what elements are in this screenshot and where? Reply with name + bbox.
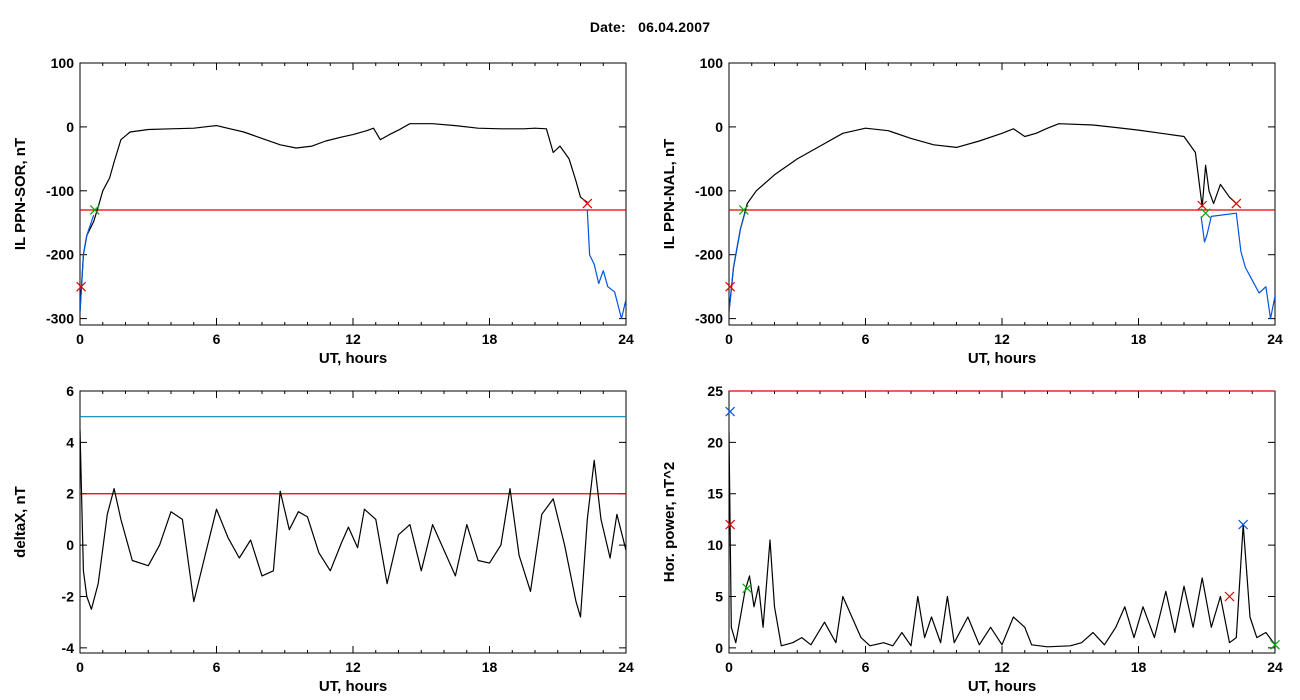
x-tick-label: 18	[1131, 331, 1147, 347]
y-tick-label: -200	[46, 247, 74, 263]
x-tick-label: 24	[618, 659, 634, 675]
x-axis-label: UT, hours	[319, 678, 387, 695]
marker-x	[89, 205, 100, 215]
y-tick-label: 6	[66, 383, 74, 399]
marker-stroke	[738, 205, 749, 215]
x-axis-label: UT, hours	[968, 350, 1036, 367]
x-tick-label: 6	[862, 659, 870, 675]
marker-stroke	[1270, 639, 1280, 650]
x-tick-label: 12	[345, 659, 361, 675]
x-axis-label: UT, hours	[968, 678, 1036, 695]
panel-il-ppn-sor: 0 6 12 18 24 -300 -200 -100 0 100 UT, hours IL PPN-…	[12, 55, 634, 367]
y-tick-label: 0	[66, 119, 74, 135]
x-tick-label: 0	[725, 331, 733, 347]
y-tick-label: -300	[46, 311, 74, 327]
x-tick-label: 18	[482, 331, 498, 347]
marker-stroke	[725, 281, 736, 292]
x-tick-label: 12	[345, 331, 361, 347]
x-tick-label: 18	[482, 659, 498, 675]
panel-il-ppn-nal: 0 6 12 18 24 -300 -200 -100 0 100 UT, hours IL PPN-…	[661, 55, 1283, 367]
marker-x	[1238, 519, 1249, 530]
marker-x	[1200, 208, 1211, 219]
y-tick-label: 25	[707, 383, 723, 399]
marker-x	[725, 281, 736, 292]
marker-stroke	[1200, 208, 1211, 219]
y-tick-label: 0	[715, 119, 723, 135]
y-tick-label: 15	[707, 486, 723, 502]
marker-stroke	[725, 406, 736, 417]
date-label: Date:	[589, 19, 626, 35]
y-tick-label: 10	[707, 537, 723, 553]
marker-x	[1231, 198, 1242, 209]
plot-frame	[79, 390, 627, 654]
marker-stroke	[1197, 200, 1208, 211]
y-tick-label: 0	[66, 537, 74, 553]
panel-hor-power: 0 6 12 18 24 0 5 10 15 20 25 UT, hours Hor. power, n…	[661, 383, 1283, 695]
marker-stroke	[742, 583, 753, 594]
marker-stroke	[1231, 198, 1242, 209]
x-tick-label: 0	[76, 659, 84, 675]
marker-x	[725, 519, 736, 530]
plot-frame	[728, 390, 1276, 654]
y-axis-label: IL PPN-SOR, nT	[12, 138, 29, 250]
x-tick-label: 6	[213, 659, 221, 675]
y-tick-label: 100	[700, 55, 724, 71]
x-tick-label: 12	[994, 659, 1010, 675]
y-axis-label: deltaX, nT	[12, 486, 29, 558]
marker-stroke	[582, 198, 593, 209]
series-line	[1200, 212, 1275, 320]
marker-stroke	[89, 205, 100, 215]
series-line	[729, 123, 1237, 313]
y-tick-label: -100	[695, 183, 723, 199]
x-tick-label: 0	[725, 659, 733, 675]
y-tick-label: 2	[66, 486, 74, 502]
y-tick-label: 20	[707, 434, 723, 450]
marker-stroke	[1224, 591, 1235, 602]
marker-x	[742, 583, 753, 594]
plot-frame	[79, 62, 627, 326]
x-tick-label: 24	[618, 331, 634, 347]
series-line	[80, 429, 626, 618]
marker-stroke	[1238, 519, 1249, 530]
y-tick-label: -2	[62, 588, 75, 604]
x-tick-label: 0	[76, 331, 84, 347]
marker-x	[738, 205, 749, 215]
marker-x	[1270, 639, 1280, 650]
marker-stroke	[725, 519, 736, 530]
x-tick-label: 6	[213, 331, 221, 347]
date-header: Date: 06.04.2007	[0, 19, 1300, 35]
x-tick-label: 18	[1131, 659, 1147, 675]
y-axis-label: IL PPN-NAL, nT	[661, 139, 678, 250]
plot-frame	[728, 62, 1276, 326]
series-line	[586, 209, 626, 320]
y-tick-label: -4	[62, 640, 75, 656]
y-tick-label: 4	[66, 434, 74, 450]
y-tick-label: -100	[46, 183, 74, 199]
y-tick-label: -300	[695, 311, 723, 327]
y-tick-label: 100	[51, 55, 75, 71]
marker-x	[582, 198, 593, 209]
date-value: 06.04.2007	[638, 19, 711, 35]
marker-x	[76, 281, 87, 292]
series-line	[80, 214, 95, 313]
y-tick-label: -200	[695, 247, 723, 263]
series-line	[729, 432, 1275, 648]
y-tick-label: 0	[715, 640, 723, 656]
series-line	[80, 123, 588, 313]
x-tick-label: 12	[994, 331, 1010, 347]
x-tick-label: 24	[1267, 659, 1283, 675]
marker-x	[1197, 200, 1208, 211]
marker-x	[725, 406, 736, 417]
marker-x	[1224, 591, 1235, 602]
marker-stroke	[76, 281, 87, 292]
y-axis-label: Hor. power, nT^2	[661, 462, 678, 582]
y-tick-label: 5	[715, 588, 723, 604]
x-axis-label: UT, hours	[319, 350, 387, 367]
x-tick-label: 6	[862, 331, 870, 347]
series-line	[729, 213, 746, 313]
x-tick-label: 24	[1267, 331, 1283, 347]
